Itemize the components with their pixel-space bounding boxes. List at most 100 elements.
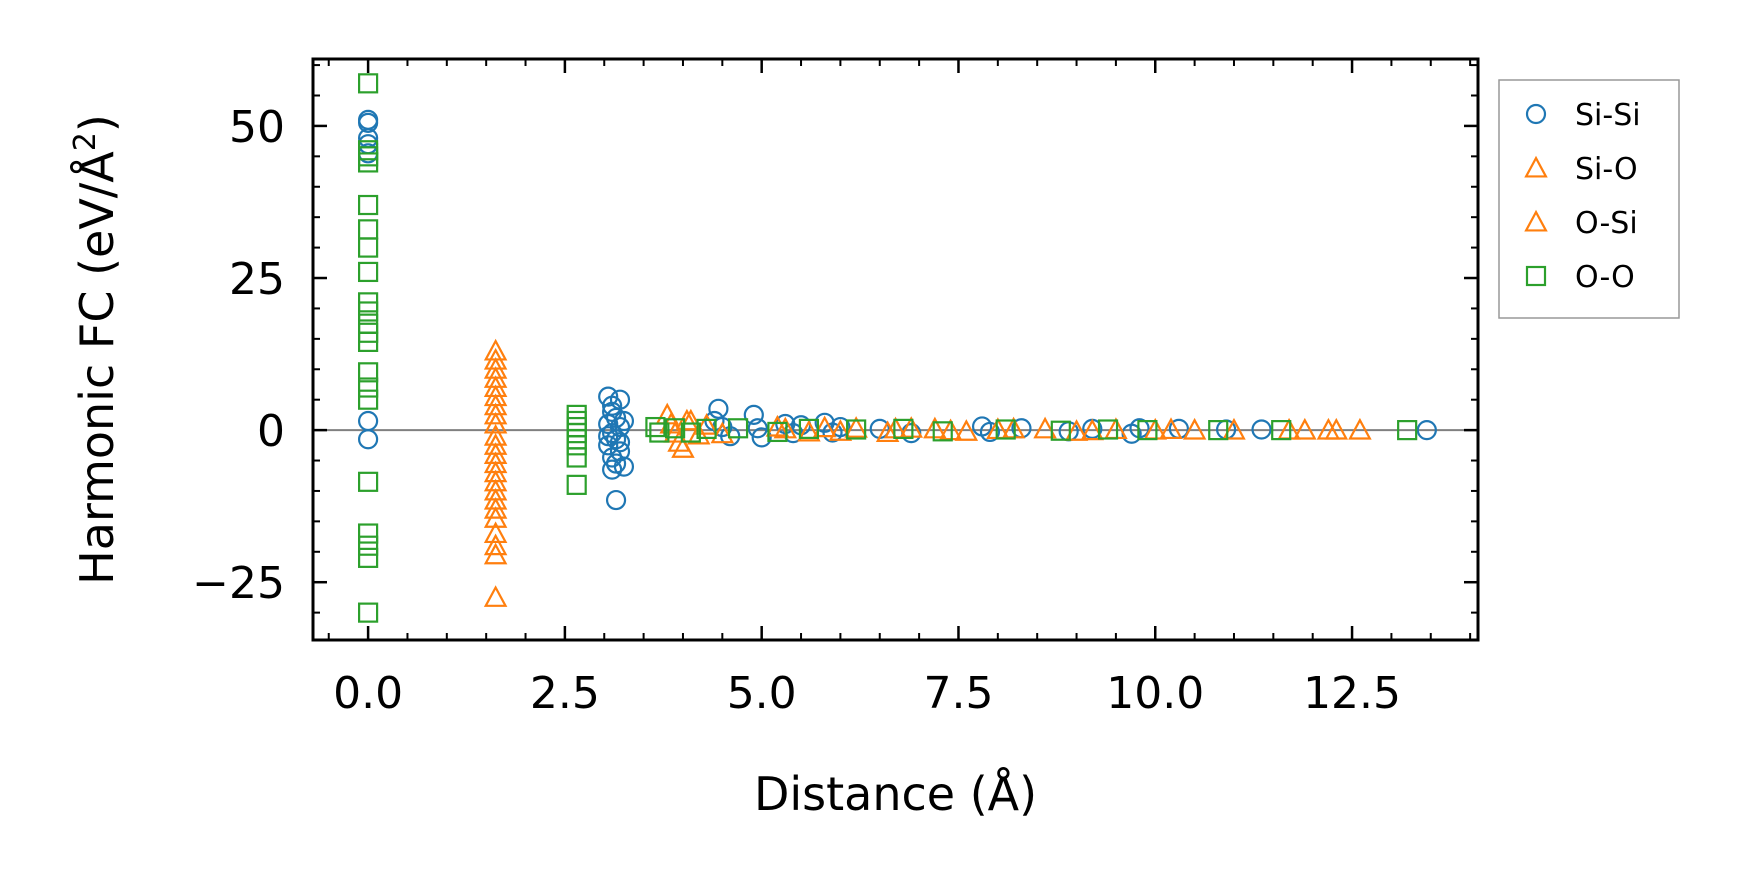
data-point bbox=[743, 404, 764, 426]
data-point bbox=[893, 418, 914, 439]
legend-label: O-Si bbox=[1575, 206, 1638, 241]
data-point bbox=[1182, 417, 1207, 440]
data-point bbox=[708, 398, 729, 419]
data-point bbox=[671, 436, 695, 458]
data-point bbox=[1137, 420, 1158, 441]
data-point bbox=[645, 416, 666, 438]
data-point bbox=[358, 410, 379, 432]
data-point bbox=[483, 402, 508, 425]
data-point bbox=[358, 602, 379, 623]
data-point bbox=[566, 404, 587, 426]
data-point bbox=[483, 506, 508, 528]
x-tick-label: 10.0 bbox=[1106, 668, 1204, 719]
data-point bbox=[1293, 417, 1317, 440]
y-axis-label: Harmonic FC (eV/Å2) bbox=[68, 114, 124, 585]
data-point bbox=[1159, 417, 1183, 440]
data-point bbox=[1208, 420, 1229, 441]
data-point bbox=[773, 416, 798, 439]
y-tick-label: 50 bbox=[229, 102, 285, 153]
data-point bbox=[358, 389, 379, 410]
data-point bbox=[358, 377, 379, 398]
data-point bbox=[995, 419, 1016, 440]
data-point bbox=[1222, 417, 1246, 440]
data-point bbox=[1097, 419, 1119, 440]
data-point bbox=[830, 416, 851, 438]
data-point bbox=[598, 426, 619, 447]
data-point bbox=[727, 418, 749, 439]
data-point bbox=[751, 427, 772, 448]
data-point bbox=[566, 474, 587, 495]
data-point bbox=[1001, 416, 1026, 439]
data-point bbox=[954, 419, 979, 441]
data-point bbox=[598, 435, 619, 456]
data-point bbox=[566, 416, 587, 438]
data-point bbox=[1416, 420, 1437, 441]
data-point bbox=[483, 542, 508, 565]
data-point bbox=[798, 418, 820, 439]
data-point bbox=[602, 459, 623, 480]
data-point bbox=[566, 447, 587, 468]
data-point bbox=[358, 237, 379, 258]
data-point bbox=[1129, 418, 1150, 439]
legend-marker bbox=[1524, 209, 1548, 232]
x-tick-label: 7.5 bbox=[923, 668, 993, 719]
data-point bbox=[844, 416, 868, 438]
data-point bbox=[483, 496, 508, 519]
data-point bbox=[747, 418, 768, 439]
y-tick-label: 0 bbox=[257, 406, 285, 457]
data-point bbox=[979, 421, 1001, 443]
data-point bbox=[932, 421, 953, 442]
data-point bbox=[358, 261, 379, 283]
data-point bbox=[358, 429, 379, 450]
x-tick-label: 2.5 bbox=[530, 668, 600, 719]
data-point bbox=[358, 535, 379, 556]
data-point bbox=[358, 331, 379, 352]
series-o-o bbox=[358, 73, 1418, 623]
data-point bbox=[483, 533, 508, 556]
data-point bbox=[609, 432, 631, 453]
y-tick-label: −25 bbox=[192, 558, 285, 609]
data-point bbox=[1251, 419, 1272, 440]
data-point bbox=[613, 410, 635, 432]
data-point bbox=[566, 435, 587, 456]
series-si-si bbox=[358, 109, 1437, 511]
data-point bbox=[358, 523, 379, 544]
data-point bbox=[812, 415, 837, 438]
data-point bbox=[358, 301, 379, 322]
legend-label: O-O bbox=[1575, 260, 1635, 295]
data-point bbox=[483, 585, 508, 607]
data-point bbox=[664, 418, 686, 439]
data-point bbox=[1271, 420, 1292, 441]
data-point bbox=[358, 362, 379, 383]
x-tick-label: 5.0 bbox=[727, 668, 797, 719]
legend: Si-Si Si-O O-Si O-O bbox=[1498, 79, 1680, 319]
data-point bbox=[767, 421, 788, 443]
data-point bbox=[483, 411, 508, 434]
data-point bbox=[566, 410, 587, 432]
legend-label: Si-O bbox=[1575, 152, 1638, 187]
data-point bbox=[1050, 420, 1071, 441]
x-tick-label: 12.5 bbox=[1303, 668, 1401, 719]
data-point bbox=[1324, 417, 1349, 440]
data-point bbox=[1397, 420, 1418, 441]
data-point bbox=[1064, 419, 1089, 441]
data-point bbox=[938, 418, 963, 441]
data-point bbox=[566, 423, 587, 444]
data-point bbox=[923, 416, 947, 439]
data-point bbox=[613, 456, 635, 477]
data-point bbox=[696, 418, 717, 439]
legend-marker bbox=[1525, 103, 1547, 125]
data-point bbox=[828, 419, 853, 441]
axis-ticks: 0.0 2.5 5.0 7.5 10.0 12.5 −25 0 25 50 bbox=[192, 59, 1478, 719]
data-point bbox=[901, 423, 922, 444]
data-point bbox=[358, 219, 379, 240]
data-point bbox=[680, 422, 701, 443]
legend-marker bbox=[1524, 155, 1548, 178]
legend-marker bbox=[1525, 265, 1547, 287]
data-point bbox=[899, 416, 923, 438]
data-point bbox=[875, 420, 900, 443]
data-point bbox=[649, 422, 670, 443]
data-point bbox=[566, 429, 587, 450]
data-point bbox=[694, 413, 719, 435]
